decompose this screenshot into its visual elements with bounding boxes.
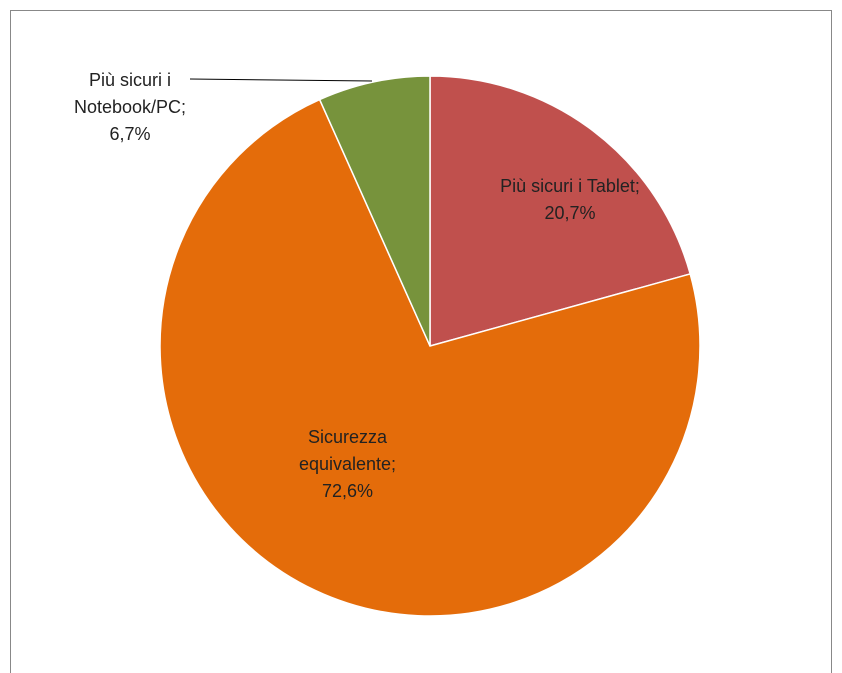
label-category: Più sicuri i Tablet [500,176,635,196]
data-label: Più sicuri i Tablet; 20,7% [495,173,645,227]
label-value: 72,6% [321,481,374,501]
label-separator: ; [634,176,640,196]
pie-slice [429,75,692,347]
label-separator: ; [181,97,187,117]
label-value: 20,7% [544,203,596,223]
label-value: 6,7% [109,124,151,144]
pie [159,75,701,617]
leader-line [189,78,373,82]
label-category: Più sicuri i Notebook/PC [73,70,182,117]
chart-border [10,10,832,673]
data-label: Sicurezza equivalente; 72,6% [290,424,405,505]
label-category: Sicurezza equivalente [298,427,392,474]
pie-slice [318,75,431,347]
label-separator: ; [391,454,397,474]
data-label: Più sicuri i Notebook/PC; 6,7% [60,67,200,148]
pie-slice [159,98,701,617]
